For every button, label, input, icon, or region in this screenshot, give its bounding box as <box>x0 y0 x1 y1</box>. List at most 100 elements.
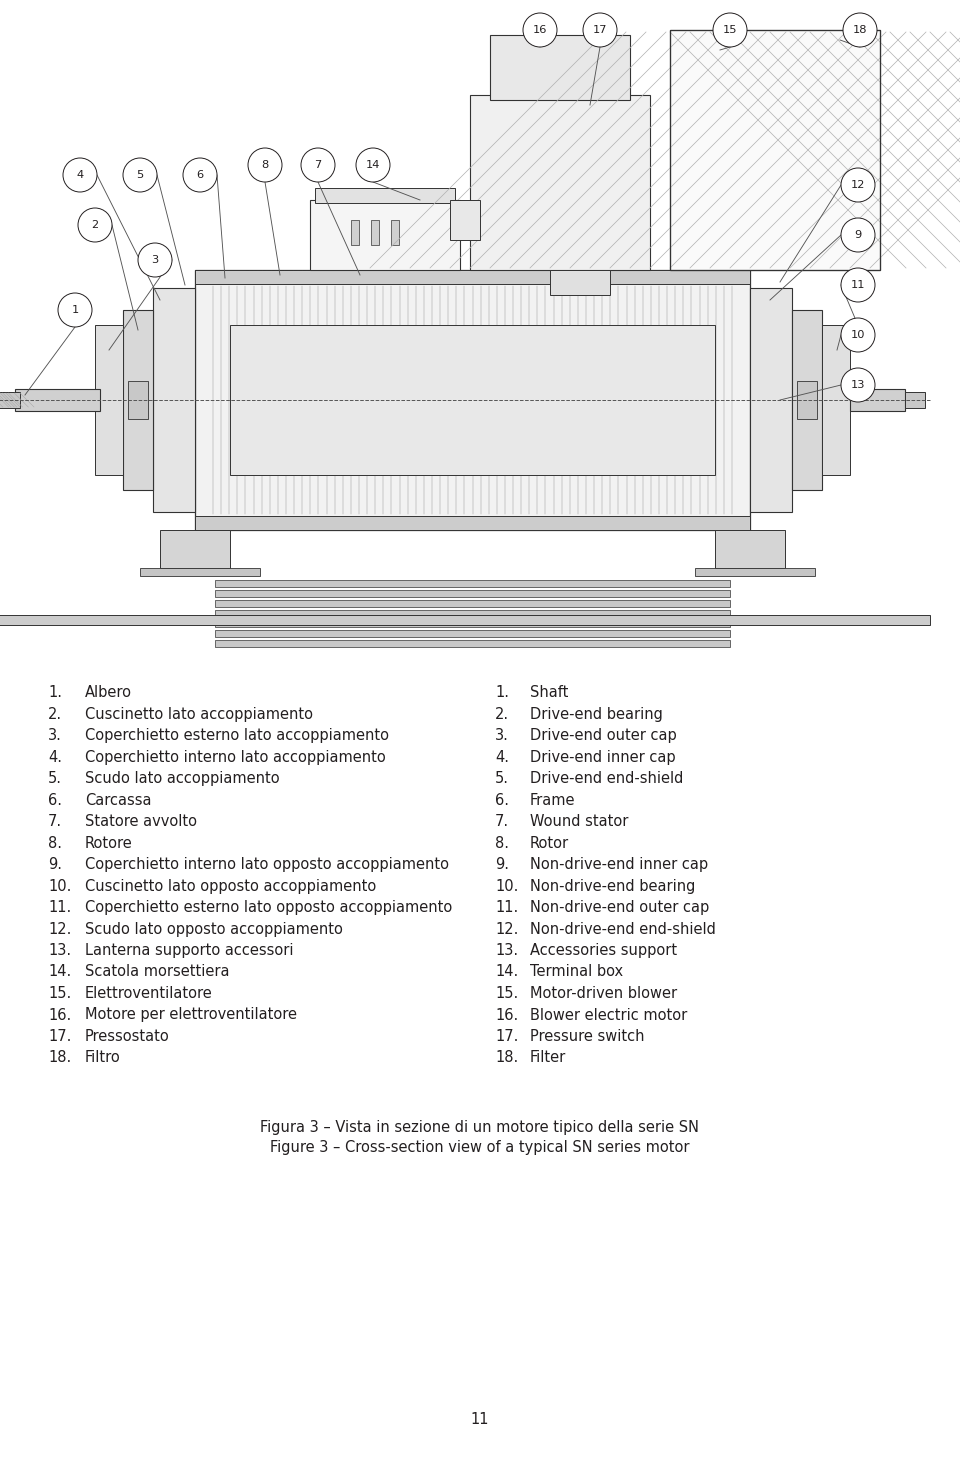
Bar <box>195 270 750 284</box>
Circle shape <box>841 268 875 302</box>
Bar <box>792 311 822 490</box>
Text: 5.: 5. <box>495 771 509 786</box>
Text: 16: 16 <box>533 25 547 35</box>
Text: 13: 13 <box>851 381 865 389</box>
Text: Non-drive-end bearing: Non-drive-end bearing <box>530 879 695 894</box>
Text: Non-drive-end inner cap: Non-drive-end inner cap <box>530 857 708 872</box>
Text: 10: 10 <box>851 330 865 340</box>
Bar <box>153 289 195 512</box>
Circle shape <box>183 157 217 192</box>
Text: Figura 3 – Vista in sezione di un motore tipico della serie SN: Figura 3 – Vista in sezione di un motore… <box>260 1120 700 1134</box>
Text: 17.: 17. <box>48 1029 71 1044</box>
Text: 1.: 1. <box>48 685 62 700</box>
Bar <box>695 569 815 576</box>
Text: 4: 4 <box>77 171 84 179</box>
Text: 5: 5 <box>136 171 144 179</box>
Text: 9.: 9. <box>48 857 62 872</box>
Text: 15.: 15. <box>48 986 71 1002</box>
Text: 4.: 4. <box>48 749 62 764</box>
Circle shape <box>58 293 92 327</box>
Text: 6.: 6. <box>495 793 509 808</box>
Text: Drive-end inner cap: Drive-end inner cap <box>530 749 676 764</box>
Bar <box>95 325 123 475</box>
Text: 14: 14 <box>366 160 380 171</box>
Text: 11.: 11. <box>48 900 71 916</box>
Text: 7: 7 <box>314 160 322 171</box>
Circle shape <box>841 318 875 351</box>
Text: Lanterna supporto accessori: Lanterna supporto accessori <box>85 943 294 958</box>
Text: Non-drive-end end-shield: Non-drive-end end-shield <box>530 921 716 936</box>
Text: 6: 6 <box>197 171 204 179</box>
Bar <box>670 31 880 270</box>
Text: 15.: 15. <box>495 986 518 1002</box>
Text: 3: 3 <box>152 255 158 265</box>
Text: Wound stator: Wound stator <box>530 814 629 830</box>
Text: Non-drive-end outer cap: Non-drive-end outer cap <box>530 900 709 916</box>
Text: 14.: 14. <box>48 965 71 980</box>
Text: 16.: 16. <box>495 1007 518 1022</box>
Text: Drive-end end-shield: Drive-end end-shield <box>530 771 684 786</box>
Bar <box>215 590 730 596</box>
Bar <box>470 95 650 270</box>
Text: 13.: 13. <box>495 943 518 958</box>
Text: 4.: 4. <box>495 749 509 764</box>
Text: 9: 9 <box>854 230 862 241</box>
Text: 3.: 3. <box>48 728 61 744</box>
Text: 11: 11 <box>470 1413 490 1427</box>
Circle shape <box>63 157 97 192</box>
Text: Drive-end bearing: Drive-end bearing <box>530 707 662 722</box>
Text: 7.: 7. <box>495 814 509 830</box>
Text: Rotor: Rotor <box>530 835 569 850</box>
Bar <box>550 270 610 295</box>
Circle shape <box>841 219 875 252</box>
Text: Cuscinetto lato opposto accoppiamento: Cuscinetto lato opposto accoppiamento <box>85 879 376 894</box>
Bar <box>670 31 880 270</box>
Circle shape <box>843 13 877 47</box>
Circle shape <box>123 157 157 192</box>
Bar <box>160 531 230 569</box>
Bar <box>215 620 730 627</box>
Bar <box>797 381 817 418</box>
Text: Statore avvolto: Statore avvolto <box>85 814 197 830</box>
Text: Frame: Frame <box>530 793 575 808</box>
Circle shape <box>248 149 282 182</box>
Text: 1.: 1. <box>495 685 509 700</box>
Text: 13.: 13. <box>48 943 71 958</box>
Text: 1: 1 <box>71 305 79 315</box>
Text: Terminal box: Terminal box <box>530 965 623 980</box>
Bar <box>715 531 785 569</box>
Bar <box>215 601 730 607</box>
Text: Drive-end outer cap: Drive-end outer cap <box>530 728 677 744</box>
Bar <box>215 640 730 647</box>
Bar <box>850 389 905 411</box>
Text: Elettroventilatore: Elettroventilatore <box>85 986 213 1002</box>
Text: 17: 17 <box>592 25 608 35</box>
Text: 17.: 17. <box>495 1029 518 1044</box>
Text: Figure 3 – Cross-section view of a typical SN series motor: Figure 3 – Cross-section view of a typic… <box>271 1140 689 1155</box>
Bar <box>371 220 379 245</box>
Circle shape <box>523 13 557 47</box>
Text: 12: 12 <box>851 179 865 190</box>
Text: Pressostato: Pressostato <box>85 1029 170 1044</box>
Text: Rotore: Rotore <box>85 835 132 850</box>
Text: Coperchietto interno lato accoppiamento: Coperchietto interno lato accoppiamento <box>85 749 386 764</box>
Text: Accessories support: Accessories support <box>530 943 677 958</box>
Text: Filter: Filter <box>530 1051 566 1066</box>
Text: Motor-driven blower: Motor-driven blower <box>530 986 677 1002</box>
Text: 16.: 16. <box>48 1007 71 1022</box>
Text: 10.: 10. <box>48 879 71 894</box>
Bar <box>0 615 930 625</box>
Bar <box>215 609 730 617</box>
Circle shape <box>138 243 172 277</box>
Text: Shaft: Shaft <box>530 685 568 700</box>
Bar <box>128 381 148 418</box>
Text: 12.: 12. <box>48 921 71 936</box>
Text: 7.: 7. <box>48 814 62 830</box>
Bar <box>0 392 20 408</box>
Bar <box>215 580 730 588</box>
Circle shape <box>356 149 390 182</box>
Circle shape <box>713 13 747 47</box>
Bar <box>195 516 750 531</box>
Bar <box>140 569 260 576</box>
Text: 12.: 12. <box>495 921 518 936</box>
